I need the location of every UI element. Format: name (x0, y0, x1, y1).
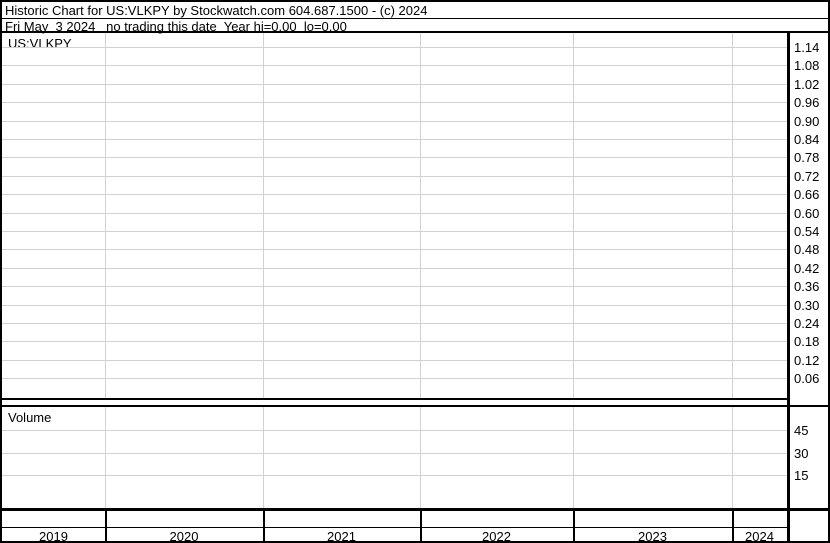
header-divider-1 (2, 18, 828, 19)
price-tick-label: 0.36 (794, 279, 820, 295)
volume-panel-label: Volume (8, 410, 52, 425)
year-row-top-border (2, 527, 787, 528)
axis-divider-line (787, 33, 790, 541)
price-tick-label: 0.06 (794, 371, 820, 387)
year-divider (263, 511, 265, 541)
price-tick-label: 0.96 (794, 95, 820, 111)
x-axis-footer: 2019 2020 2021 2022 2023 2024 (2, 511, 787, 543)
h-gridline (2, 120, 787, 122)
h-gridline (2, 286, 787, 288)
year-divider (732, 511, 734, 541)
h-gridline (2, 267, 787, 269)
price-tick-label: 0.18 (794, 334, 820, 350)
v-gridline (105, 33, 106, 398)
h-gridline (2, 452, 787, 454)
price-tick-label: 0.48 (794, 242, 820, 258)
h-gridline (2, 359, 787, 361)
year-label: 2022 (482, 529, 511, 543)
h-gridline (2, 83, 787, 85)
v-gridline (420, 407, 421, 508)
h-gridline (2, 157, 787, 159)
v-gridline (732, 33, 733, 398)
volume-chart-panel[interactable]: Volume (2, 407, 787, 508)
volume-tick-label: 15 (794, 468, 809, 483)
v-gridline (105, 407, 106, 508)
price-tick-label: 0.84 (794, 132, 820, 147)
year-divider (105, 511, 107, 541)
h-gridline (2, 249, 787, 251)
price-panel-bottom-border (2, 398, 787, 400)
v-gridline (573, 33, 574, 398)
h-gridline (2, 65, 787, 67)
volume-panel-bottom-border (0, 508, 830, 511)
volume-tick-label: 45 (794, 423, 809, 438)
price-tick-label: 0.72 (794, 168, 820, 184)
h-gridline (2, 304, 787, 306)
year-divider (573, 511, 575, 541)
h-gridline (2, 378, 787, 380)
year-label: 2020 (169, 529, 199, 543)
h-gridline (2, 430, 787, 431)
symbol-label: US:VLKPY (8, 36, 72, 51)
price-tick-label: 0.12 (794, 352, 820, 368)
price-tick-label: 0.24 (794, 316, 820, 331)
year-divider (420, 511, 422, 541)
h-gridline (2, 212, 787, 214)
year-label: 2023 (638, 529, 667, 543)
volume-tick-label: 30 (794, 445, 809, 461)
price-tick-label: 1.08 (794, 58, 820, 74)
year-label: 2021 (327, 529, 356, 543)
header-status: Fri May 3 2024 no trading this date Year… (5, 19, 347, 34)
h-gridline (2, 475, 787, 476)
v-gridline (263, 33, 264, 398)
year-label: 2019 (39, 529, 68, 543)
price-tick-label: 0.60 (794, 205, 820, 221)
price-tick-label: 0.42 (794, 260, 820, 276)
year-label-row: 2019 2020 2021 2022 2023 2024 (2, 529, 787, 543)
h-gridline (2, 341, 787, 343)
price-tick-label: 1.14 (794, 40, 820, 55)
header-divider-2 (0, 31, 830, 33)
panel-separator-line (2, 405, 828, 407)
price-tick-label: 0.78 (794, 150, 820, 166)
header-title: Historic Chart for US:VLKPY by Stockwatc… (5, 3, 428, 18)
price-tick-label: 1.02 (794, 76, 820, 92)
price-tick-label: 0.66 (794, 187, 820, 203)
h-gridline (2, 139, 787, 140)
v-gridline (732, 407, 733, 508)
price-tick-label: 0.30 (794, 297, 820, 313)
price-chart-panel[interactable]: US:VLKPY (2, 33, 787, 398)
v-gridline (573, 407, 574, 508)
price-tick-label: 0.54 (794, 224, 820, 239)
v-gridline (420, 33, 421, 398)
v-gridline (263, 407, 264, 508)
h-gridline (2, 194, 787, 196)
year-label: 2024 (745, 529, 774, 543)
h-gridline (2, 323, 787, 324)
h-gridline (2, 47, 787, 48)
h-gridline (2, 175, 787, 177)
h-gridline (2, 231, 787, 232)
h-gridline (2, 102, 787, 104)
price-tick-label: 0.90 (794, 113, 820, 129)
